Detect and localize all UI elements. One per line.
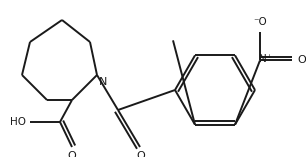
Text: O: O — [68, 151, 76, 157]
Text: N⁺: N⁺ — [259, 54, 272, 64]
Text: ⁻O: ⁻O — [253, 17, 267, 27]
Text: HO: HO — [10, 117, 26, 127]
Text: O: O — [297, 55, 306, 65]
Text: O: O — [136, 151, 145, 157]
Text: N: N — [99, 77, 107, 87]
